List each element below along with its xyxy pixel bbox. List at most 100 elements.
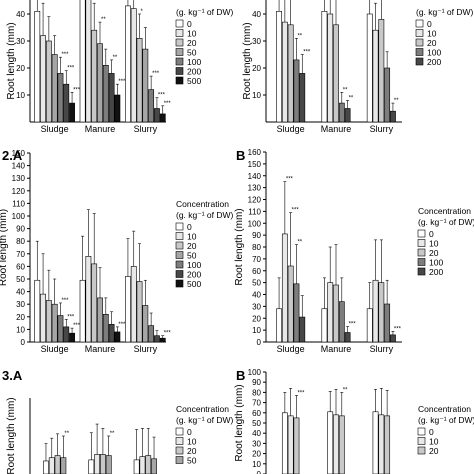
significance-label: ** [343,387,348,393]
legend-entry: 10 [187,29,197,39]
y-tick-label: 20 [16,313,25,322]
legend-entry: 0 [187,19,192,29]
bar [40,293,46,343]
significance-label: ** [110,431,115,437]
bar [88,459,95,474]
legend-entry: 50 [187,251,197,261]
significance-label: ** [394,98,399,104]
bar [45,300,52,343]
bar [366,13,373,123]
legend-swatch [417,427,426,436]
bar [338,102,345,123]
legend-swatch [175,427,184,436]
significance-label: *** [73,87,81,93]
bar [293,417,300,474]
legend-swatch [415,48,424,56]
bar [287,415,294,474]
bar [100,454,106,474]
legend-entry: 20 [187,38,197,48]
x-tick-label: Manure [321,344,352,354]
legend-swatch [415,57,424,66]
legend-entry: 100 [187,260,201,270]
panel-label-3b: B [236,368,245,383]
y-tick-label: 70 [252,255,261,264]
y-tick-label: 90 [16,225,25,234]
bar [79,0,86,123]
significance-label: *** [349,322,357,328]
bar [114,331,121,343]
legend-subtitle: (g. kg⁻¹ of DW) [176,415,234,425]
legend-swatch [175,232,184,240]
bar [372,279,379,343]
y-tick-label: 10 [16,91,25,100]
legend-subtitle: (g. kg⁻¹ of DW) [418,217,474,227]
bar [378,19,385,123]
significance-label: *** [292,208,300,214]
y-tick-label: 40 [252,10,261,19]
legend-subtitle: (g. kg⁻¹ of DW) [418,415,474,425]
x-tick-label: Slurry [370,344,394,354]
bar [281,233,288,343]
y-tick-label: 120 [12,187,26,196]
legend-swatch [417,446,426,455]
bar [142,305,149,343]
legend-title: Concentration [176,404,229,414]
significance-label: *** [118,79,126,85]
legend-swatch [175,222,184,231]
bar [79,279,86,343]
significance-label: *** [67,314,75,320]
legend-entry: 0 [187,427,192,437]
legend-entry: 10 [187,437,197,447]
y-tick-label: 90 [252,378,261,387]
bar [344,332,351,343]
significance-label: *** [61,298,69,304]
bar [154,335,160,343]
bar [327,282,334,343]
bar [136,281,143,343]
y-tick-label: 120 [248,196,262,205]
legend-entry: 500 [187,279,201,289]
legend-entry: 20 [429,446,439,456]
legend-swatch [415,19,424,28]
x-tick-label: Slurry [370,124,394,134]
y-tick-label: 100 [12,212,26,221]
x-tick-label: Manure [85,344,116,354]
legend-entry: 0 [429,229,434,239]
legend-swatch [175,76,184,85]
y-tick-label: 80 [252,388,261,397]
legend-entry: 20 [187,446,197,456]
significance-label: ** [349,95,354,101]
y-tick-label: 70 [16,250,25,259]
significance-label: *** [286,177,294,183]
y-tick-label: 80 [252,243,261,252]
legend-swatch [175,456,184,464]
bar [366,308,373,343]
legend: Concentration(g. kg⁻¹ of DW) 010205010020… [175,199,234,289]
y-tick-label: 30 [252,37,261,46]
bar [63,326,70,343]
y-tick-label: 150 [248,160,262,169]
bar [136,37,143,123]
bar [333,414,339,474]
legend-swatch [175,67,184,75]
y-tick-label: 40 [252,291,261,300]
legend-swatch [415,29,424,37]
panel-label-2a: 2.A [2,148,23,163]
bar [51,303,58,343]
bar [91,29,98,123]
y-tick-label: 50 [252,419,261,428]
legend-swatch [175,260,184,269]
x-tick-label: Sludge [41,124,69,134]
y-tick-label: 150 [12,149,26,158]
bar [108,73,115,123]
legend-subtitle: (g. kg⁻¹ of DW) [176,210,234,220]
significance-label: ** [343,87,348,93]
legend-entry: 10 [427,29,437,39]
y-tick-label: 10 [252,91,261,100]
bar [69,332,75,343]
legend-swatch [175,19,184,28]
